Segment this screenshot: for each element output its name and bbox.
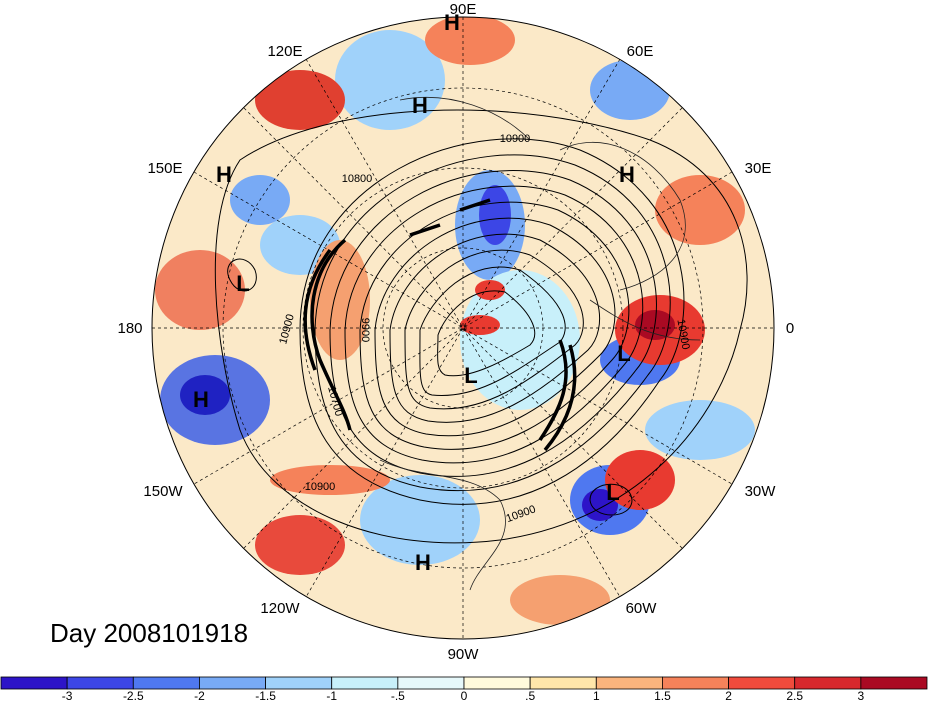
contour-label: 10800 (342, 173, 373, 185)
graticule (152, 17, 774, 639)
pressure-center-high: H (412, 93, 428, 118)
pressure-center-high: H (216, 162, 232, 187)
map-boundary (151, 16, 775, 640)
contour-label: 10900 (305, 481, 336, 493)
pressure-center-low: L (617, 341, 630, 366)
lon-label-30w: 30W (745, 483, 777, 500)
pressure-center-low: L (464, 363, 477, 388)
lon-label-0: 0 (786, 320, 794, 337)
contour-label: 9900 (359, 318, 371, 342)
pressure-center-low: L (606, 480, 619, 505)
lon-label-90e: 90E (450, 1, 477, 18)
lon-label-90w: 90W (448, 646, 480, 663)
pressure-center-high: H (415, 550, 431, 575)
pressure-center-low: L (236, 271, 249, 296)
coastlines (379, 97, 701, 591)
lon-label-180: 180 (117, 320, 142, 337)
lon-label-60e: 60E (627, 43, 654, 60)
contour-label: 10900 (500, 133, 531, 145)
pressure-center-high: H (619, 162, 635, 187)
contour-label: 10900 (674, 318, 691, 350)
lon-label-120e: 120E (267, 43, 302, 60)
lon-label-30e: 30E (745, 160, 772, 177)
pressure-center-high: H (193, 387, 209, 412)
height-contours (214, 109, 748, 544)
lon-label-120w: 120W (260, 600, 300, 617)
lon-label-150e: 150E (147, 160, 182, 177)
lon-label-150w: 150W (143, 483, 183, 500)
pressure-center-high: H (444, 10, 460, 35)
date-label: Day 2008101918 (50, 618, 249, 648)
jet-bands (303, 198, 577, 452)
lon-label-60w: 60W (626, 600, 658, 617)
